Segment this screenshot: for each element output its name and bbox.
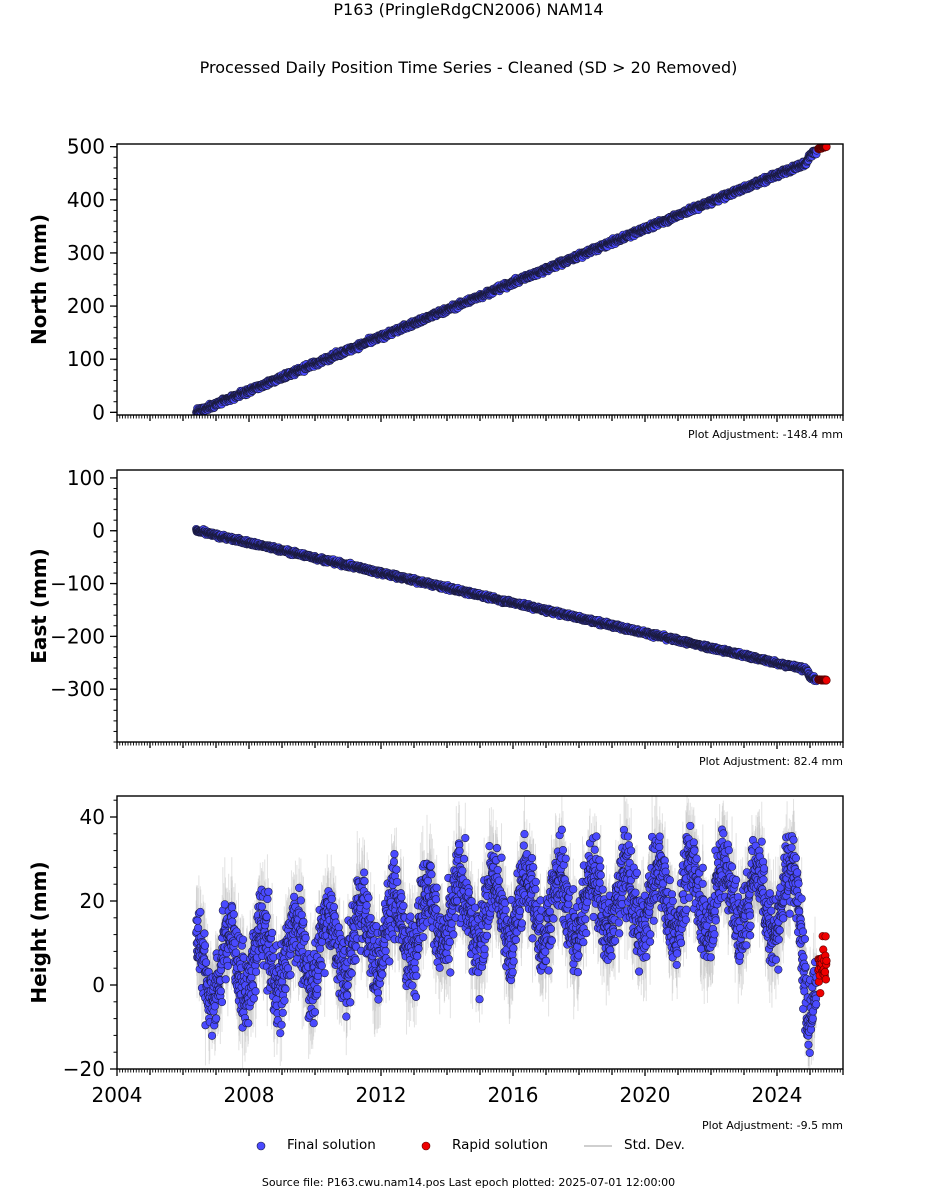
y-tick-label: 100: [67, 347, 105, 371]
final-points: [192, 146, 821, 415]
y-tick-label: 0: [92, 400, 105, 424]
final-points: [192, 524, 821, 686]
y-tick-label: 400: [67, 188, 105, 212]
plot-area: [192, 144, 831, 415]
rapid-point: [822, 144, 831, 151]
chart-title: P163 (PringleRdgCN2006) NAM14: [333, 0, 604, 19]
rapid-points: [814, 144, 831, 153]
panel-1: 0 100 200 300 400 500 North (mm): [27, 135, 844, 424]
plot-area: [192, 524, 831, 686]
y-tick-label: 300: [67, 241, 105, 265]
x-axis: [116, 415, 844, 422]
axes-frame: [116, 143, 844, 416]
y-tick-label: 200: [67, 294, 105, 318]
y-tick-label: 500: [67, 135, 105, 159]
chart-subtitle: Processed Daily Position Time Series - C…: [199, 58, 738, 77]
y-axis: 0 100 200 300 400 500: [67, 135, 117, 424]
y-axis-label: North (mm): [27, 214, 51, 345]
